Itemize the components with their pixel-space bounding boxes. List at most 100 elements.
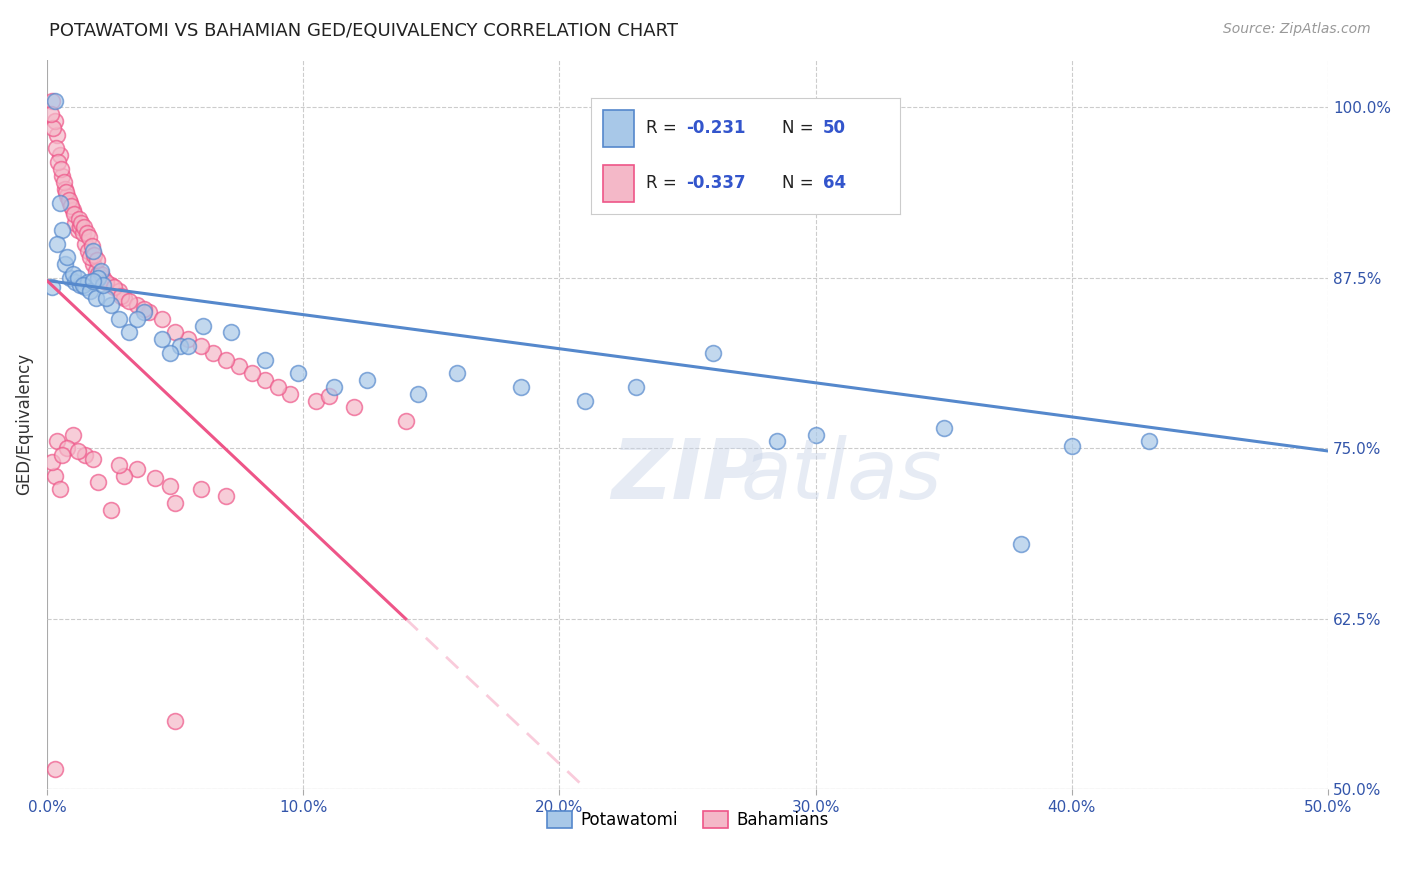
Point [90, 264, 112, 278]
Text: R =: R = [647, 120, 682, 137]
Point [67, 212, 90, 227]
Point [80, 239, 103, 253]
Point [138, 305, 160, 319]
Point [87, 270, 110, 285]
Point [52, 175, 75, 189]
Point [42, 120, 65, 135]
Point [77, 275, 100, 289]
Point [202, 346, 225, 360]
Point [41, 280, 63, 294]
Point [118, 326, 141, 340]
Point [221, 326, 243, 340]
Point [932, 421, 955, 435]
Point [77, 244, 100, 258]
Point [266, 380, 288, 394]
Point [87, 475, 110, 490]
Point [66, 270, 89, 285]
Point [574, 393, 596, 408]
Point [69, 220, 91, 235]
Point [190, 339, 212, 353]
Point [343, 401, 366, 415]
Point [72, 277, 94, 292]
Point [48, 482, 70, 496]
Point [305, 393, 328, 408]
Point [143, 471, 166, 485]
Point [53, 182, 76, 196]
Point [240, 366, 263, 380]
Point [75, 448, 97, 462]
Point [72, 226, 94, 240]
Point [45, 141, 67, 155]
Point [159, 346, 181, 360]
Point [125, 311, 148, 326]
Point [75, 236, 97, 251]
Point [44, 114, 66, 128]
Point [62, 207, 84, 221]
Point [56, 189, 79, 203]
Point [56, 442, 79, 456]
Point [66, 444, 89, 458]
Point [287, 366, 309, 380]
Point [1010, 537, 1032, 551]
Point [100, 298, 122, 312]
Point [84, 264, 107, 278]
Point [79, 251, 101, 265]
Point [626, 380, 648, 394]
Point [84, 291, 107, 305]
Text: 50: 50 [823, 120, 845, 137]
Text: Source: ZipAtlas.com: Source: ZipAtlas.com [1223, 22, 1371, 37]
Text: ZIP: ZIP [612, 435, 763, 516]
Point [125, 298, 148, 312]
Text: 64: 64 [823, 174, 845, 192]
Point [51, 448, 73, 462]
Text: N =: N = [782, 174, 820, 192]
Point [51, 223, 73, 237]
Point [48, 148, 70, 162]
Text: POTAWATOMI VS BAHAMIAN GED/EQUIVALENCY CORRELATION CHART: POTAWATOMI VS BAHAMIAN GED/EQUIVALENCY C… [49, 22, 678, 40]
Point [48, 195, 70, 210]
Point [63, 275, 86, 289]
Point [356, 373, 378, 387]
Point [44, 468, 66, 483]
Point [100, 502, 122, 516]
Point [82, 244, 104, 258]
Point [228, 359, 250, 374]
Point [41, 455, 63, 469]
Bar [603, 165, 634, 202]
Point [91, 277, 114, 292]
Point [278, 386, 301, 401]
Point [62, 202, 84, 217]
Point [46, 236, 69, 251]
Point [112, 468, 135, 483]
Legend: Potawatomi, Bahamians: Potawatomi, Bahamians [540, 804, 835, 836]
Point [62, 267, 84, 281]
Point [163, 714, 186, 728]
Point [193, 318, 215, 333]
Bar [603, 110, 634, 147]
Point [110, 288, 132, 302]
Point [253, 373, 276, 387]
Point [51, 169, 73, 183]
Text: N =: N = [782, 120, 820, 137]
Text: -0.231: -0.231 [686, 120, 747, 137]
Point [1137, 434, 1160, 449]
Point [159, 479, 181, 493]
Point [59, 195, 82, 210]
Point [83, 247, 105, 261]
Point [91, 270, 114, 285]
Point [107, 458, 129, 472]
Point [70, 216, 93, 230]
Point [49, 161, 72, 176]
Point [66, 223, 89, 237]
Point [125, 461, 148, 475]
Point [446, 366, 468, 380]
Point [1060, 438, 1083, 452]
Point [134, 305, 156, 319]
Point [112, 291, 135, 305]
Point [75, 280, 97, 294]
Point [53, 257, 76, 271]
Point [408, 386, 430, 401]
Point [177, 339, 200, 353]
Point [253, 352, 276, 367]
Point [163, 326, 186, 340]
